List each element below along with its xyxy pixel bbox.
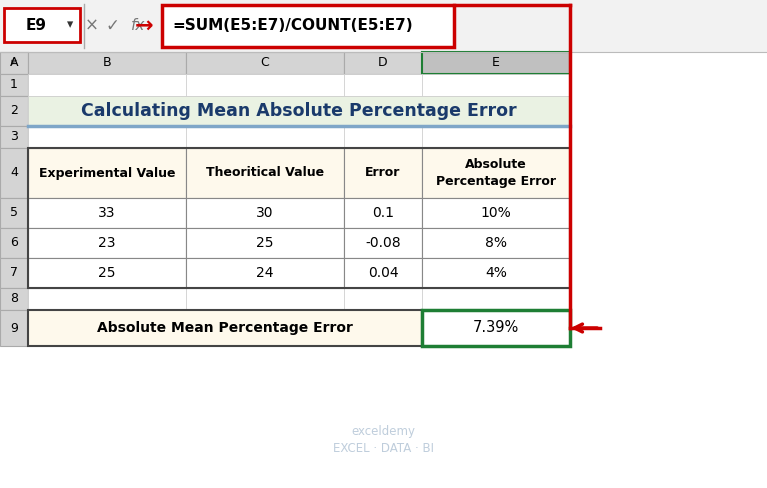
Text: ▾: ▾ — [67, 19, 73, 32]
FancyBboxPatch shape — [344, 228, 422, 258]
FancyBboxPatch shape — [186, 258, 344, 288]
FancyBboxPatch shape — [28, 288, 186, 310]
FancyBboxPatch shape — [28, 96, 186, 126]
FancyBboxPatch shape — [28, 258, 186, 288]
Text: ×: × — [85, 17, 99, 35]
Text: 33: 33 — [98, 206, 116, 220]
FancyBboxPatch shape — [0, 310, 28, 346]
Text: 7: 7 — [10, 266, 18, 280]
FancyBboxPatch shape — [186, 228, 344, 258]
FancyBboxPatch shape — [28, 74, 186, 96]
Text: →: → — [135, 16, 153, 36]
Text: Theoritical Value: Theoritical Value — [206, 166, 324, 180]
FancyBboxPatch shape — [422, 310, 570, 346]
FancyBboxPatch shape — [344, 126, 422, 148]
FancyBboxPatch shape — [28, 126, 186, 148]
FancyBboxPatch shape — [422, 258, 570, 288]
FancyBboxPatch shape — [28, 96, 570, 126]
FancyBboxPatch shape — [0, 96, 28, 126]
Text: 2: 2 — [10, 104, 18, 118]
FancyBboxPatch shape — [186, 228, 344, 258]
Text: A: A — [10, 57, 18, 69]
FancyBboxPatch shape — [0, 288, 28, 310]
FancyBboxPatch shape — [0, 0, 767, 52]
FancyBboxPatch shape — [422, 258, 570, 288]
Text: -0.08: -0.08 — [365, 236, 401, 250]
Text: =SUM(E5:E7)/COUNT(E5:E7): =SUM(E5:E7)/COUNT(E5:E7) — [172, 19, 413, 34]
FancyBboxPatch shape — [28, 198, 186, 228]
Text: exceldemy
EXCEL · DATA · BI: exceldemy EXCEL · DATA · BI — [333, 425, 434, 455]
Text: 4: 4 — [10, 166, 18, 180]
FancyBboxPatch shape — [422, 198, 570, 228]
Text: Absolute
Percentage Error: Absolute Percentage Error — [436, 158, 556, 188]
FancyBboxPatch shape — [344, 198, 422, 228]
Text: 8%: 8% — [485, 236, 507, 250]
FancyBboxPatch shape — [28, 310, 422, 346]
FancyBboxPatch shape — [186, 148, 344, 198]
Text: ✓: ✓ — [105, 17, 119, 35]
FancyBboxPatch shape — [28, 148, 186, 198]
FancyBboxPatch shape — [28, 258, 186, 288]
FancyBboxPatch shape — [344, 258, 422, 288]
FancyBboxPatch shape — [422, 288, 570, 310]
Text: 0.04: 0.04 — [367, 266, 398, 280]
FancyBboxPatch shape — [344, 148, 422, 198]
Text: 25: 25 — [256, 236, 274, 250]
FancyBboxPatch shape — [186, 258, 344, 288]
FancyBboxPatch shape — [0, 126, 28, 148]
Text: 10%: 10% — [481, 206, 512, 220]
FancyBboxPatch shape — [344, 148, 422, 198]
FancyBboxPatch shape — [186, 52, 344, 74]
FancyBboxPatch shape — [186, 148, 344, 198]
FancyBboxPatch shape — [28, 148, 186, 198]
Text: E9: E9 — [25, 18, 47, 33]
Text: 1: 1 — [10, 79, 18, 92]
Text: Experimental Value: Experimental Value — [39, 166, 175, 180]
FancyBboxPatch shape — [422, 310, 570, 346]
FancyBboxPatch shape — [28, 198, 186, 228]
FancyBboxPatch shape — [344, 74, 422, 96]
FancyBboxPatch shape — [422, 52, 570, 74]
Text: D: D — [378, 57, 388, 69]
Text: C: C — [261, 57, 269, 69]
FancyBboxPatch shape — [422, 228, 570, 258]
FancyBboxPatch shape — [344, 310, 422, 346]
FancyBboxPatch shape — [186, 198, 344, 228]
FancyBboxPatch shape — [344, 96, 422, 126]
FancyBboxPatch shape — [0, 52, 767, 488]
FancyBboxPatch shape — [0, 228, 28, 258]
FancyBboxPatch shape — [422, 74, 570, 96]
Text: 8: 8 — [10, 292, 18, 305]
Text: 6: 6 — [10, 237, 18, 249]
FancyBboxPatch shape — [0, 74, 28, 96]
Text: Error: Error — [365, 166, 400, 180]
Text: Calculating Mean Absolute Percentage Error: Calculating Mean Absolute Percentage Err… — [81, 102, 517, 120]
FancyBboxPatch shape — [186, 74, 344, 96]
Text: 0.1: 0.1 — [372, 206, 394, 220]
FancyBboxPatch shape — [422, 126, 570, 148]
Text: Absolute Mean Percentage Error: Absolute Mean Percentage Error — [97, 321, 353, 335]
FancyBboxPatch shape — [422, 148, 570, 198]
FancyBboxPatch shape — [0, 258, 28, 288]
FancyBboxPatch shape — [28, 228, 186, 258]
Text: 24: 24 — [256, 266, 274, 280]
FancyBboxPatch shape — [344, 198, 422, 228]
Text: 23: 23 — [98, 236, 116, 250]
Text: 30: 30 — [256, 206, 274, 220]
Text: E: E — [492, 57, 500, 69]
Text: 3: 3 — [10, 130, 18, 143]
Text: fx: fx — [131, 19, 145, 34]
FancyBboxPatch shape — [344, 228, 422, 258]
FancyBboxPatch shape — [422, 148, 570, 198]
FancyBboxPatch shape — [4, 8, 80, 42]
FancyBboxPatch shape — [0, 198, 28, 228]
Text: 7.39%: 7.39% — [473, 321, 519, 336]
FancyBboxPatch shape — [344, 288, 422, 310]
FancyBboxPatch shape — [422, 228, 570, 258]
FancyBboxPatch shape — [28, 52, 186, 74]
Text: B: B — [103, 57, 111, 69]
FancyBboxPatch shape — [186, 198, 344, 228]
FancyBboxPatch shape — [344, 52, 422, 74]
Text: 5: 5 — [10, 206, 18, 220]
